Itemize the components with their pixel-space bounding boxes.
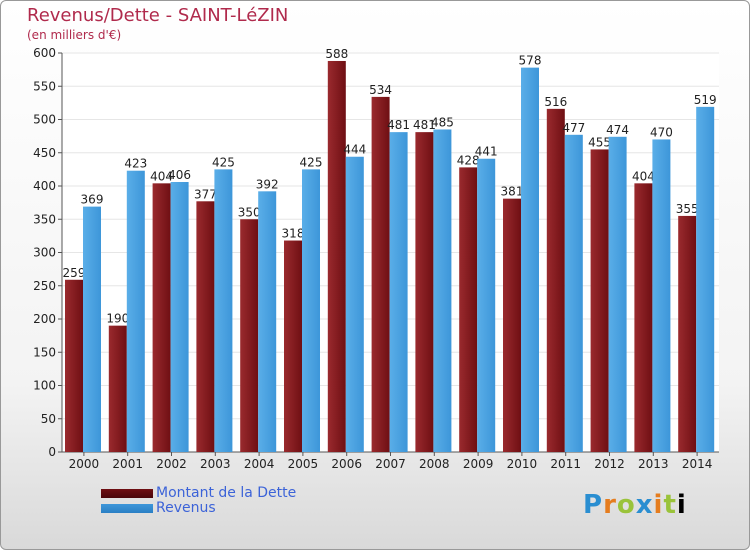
data-label: 455: [588, 135, 611, 149]
y-tick-label: 150: [33, 345, 56, 359]
bar-revenus: [83, 206, 101, 452]
legend-swatch-revenus: [101, 504, 153, 513]
x-tick-label: 2011: [550, 457, 581, 471]
data-label: 423: [124, 157, 147, 171]
data-label: 516: [544, 95, 567, 109]
bar-dette: [459, 167, 478, 452]
data-label: 444: [343, 143, 366, 157]
x-tick-label: 2003: [200, 457, 231, 471]
data-label: 578: [519, 54, 542, 68]
bar-revenus: [433, 129, 452, 452]
bar-dette: [108, 325, 127, 452]
legend-label-revenus: Revenus: [156, 500, 216, 516]
bar-dette: [327, 60, 346, 452]
data-label: 425: [212, 155, 235, 169]
legend-label-dette: Montant de la Dette: [156, 485, 297, 501]
data-label: 377: [194, 187, 217, 201]
data-label: 534: [369, 83, 392, 97]
bar-dette: [590, 149, 609, 453]
data-label: 474: [606, 123, 629, 137]
bar-revenus: [126, 170, 145, 452]
bar-dette: [415, 132, 434, 452]
y-tick-label: 600: [33, 46, 56, 60]
data-label: 477: [562, 121, 585, 135]
bar-dette: [284, 240, 302, 452]
y-tick-label: 550: [33, 79, 56, 93]
data-label: 355: [676, 202, 699, 216]
chart-subtitle: (en milliers d'€): [27, 28, 122, 42]
data-label: 481: [413, 118, 436, 132]
y-tick-label: 400: [33, 179, 56, 193]
bar-dette: [546, 108, 565, 453]
data-label: 318: [282, 227, 305, 241]
bar-dette: [371, 96, 390, 452]
y-tick-label: 450: [33, 146, 56, 160]
data-label: 381: [501, 185, 524, 199]
data-label: 406: [168, 168, 191, 182]
x-tick-label: 2009: [463, 457, 494, 471]
data-label: 481: [387, 118, 410, 132]
bar-dette: [65, 279, 83, 452]
data-label: 404: [632, 169, 655, 183]
bar-dette: [152, 183, 171, 452]
data-label: 519: [694, 93, 717, 107]
data-label: 369: [81, 193, 104, 207]
data-label: 350: [238, 205, 261, 219]
x-tick-label: 2004: [244, 457, 275, 471]
bar-revenus: [521, 67, 539, 452]
bar-revenus: [170, 182, 189, 452]
bar-revenus: [389, 132, 408, 452]
x-tick-label: 2002: [156, 457, 187, 471]
y-tick-label: 500: [33, 113, 56, 127]
proxiti-logo: Proxiti: [583, 490, 687, 520]
chart-title: Revenus/Dette - SAINT-LéZIN: [27, 5, 289, 26]
x-tick-label: 2001: [112, 457, 143, 471]
y-tick-label: 50: [41, 412, 56, 426]
x-tick-label: 2006: [331, 457, 362, 471]
bar-revenus: [477, 158, 496, 453]
bar-dette: [196, 201, 215, 452]
y-tick-label: 200: [33, 312, 56, 326]
x-tick-label: 2007: [375, 457, 406, 471]
y-tick-label: 250: [33, 279, 56, 293]
legend-swatch-dette: [101, 489, 153, 498]
x-tick-label: 2014: [682, 457, 713, 471]
data-label: 425: [300, 155, 323, 169]
y-tick-label: 300: [33, 246, 56, 260]
bar-dette: [634, 183, 653, 452]
x-tick-label: 2010: [507, 457, 538, 471]
bar-revenus: [345, 156, 364, 453]
data-label: 190: [106, 312, 129, 326]
data-label: 470: [650, 125, 673, 139]
bar-revenus: [652, 139, 671, 452]
x-tick-label: 2000: [69, 457, 100, 471]
y-tick-label: 350: [33, 212, 56, 226]
bar-revenus: [696, 106, 715, 453]
x-tick-label: 2005: [288, 457, 319, 471]
bar-dette: [678, 215, 697, 452]
data-label: 588: [325, 47, 348, 61]
x-tick-label: 2012: [594, 457, 625, 471]
bar-dette: [240, 219, 259, 452]
bar-revenus: [214, 169, 233, 452]
bar-revenus: [302, 169, 320, 452]
bar-revenus: [608, 136, 627, 453]
y-tick-label: 0: [48, 445, 56, 459]
bar-revenus: [564, 134, 583, 453]
bar-revenus: [258, 191, 277, 452]
data-label: 392: [256, 177, 279, 191]
bar-dette: [503, 198, 521, 452]
x-tick-label: 2008: [419, 457, 450, 471]
data-label: 259: [63, 266, 86, 280]
y-tick-label: 100: [33, 379, 56, 393]
data-label: 485: [431, 115, 454, 129]
data-label: 441: [475, 145, 498, 159]
x-tick-label: 2013: [638, 457, 669, 471]
data-label: 404: [150, 169, 173, 183]
data-label: 428: [457, 153, 480, 167]
